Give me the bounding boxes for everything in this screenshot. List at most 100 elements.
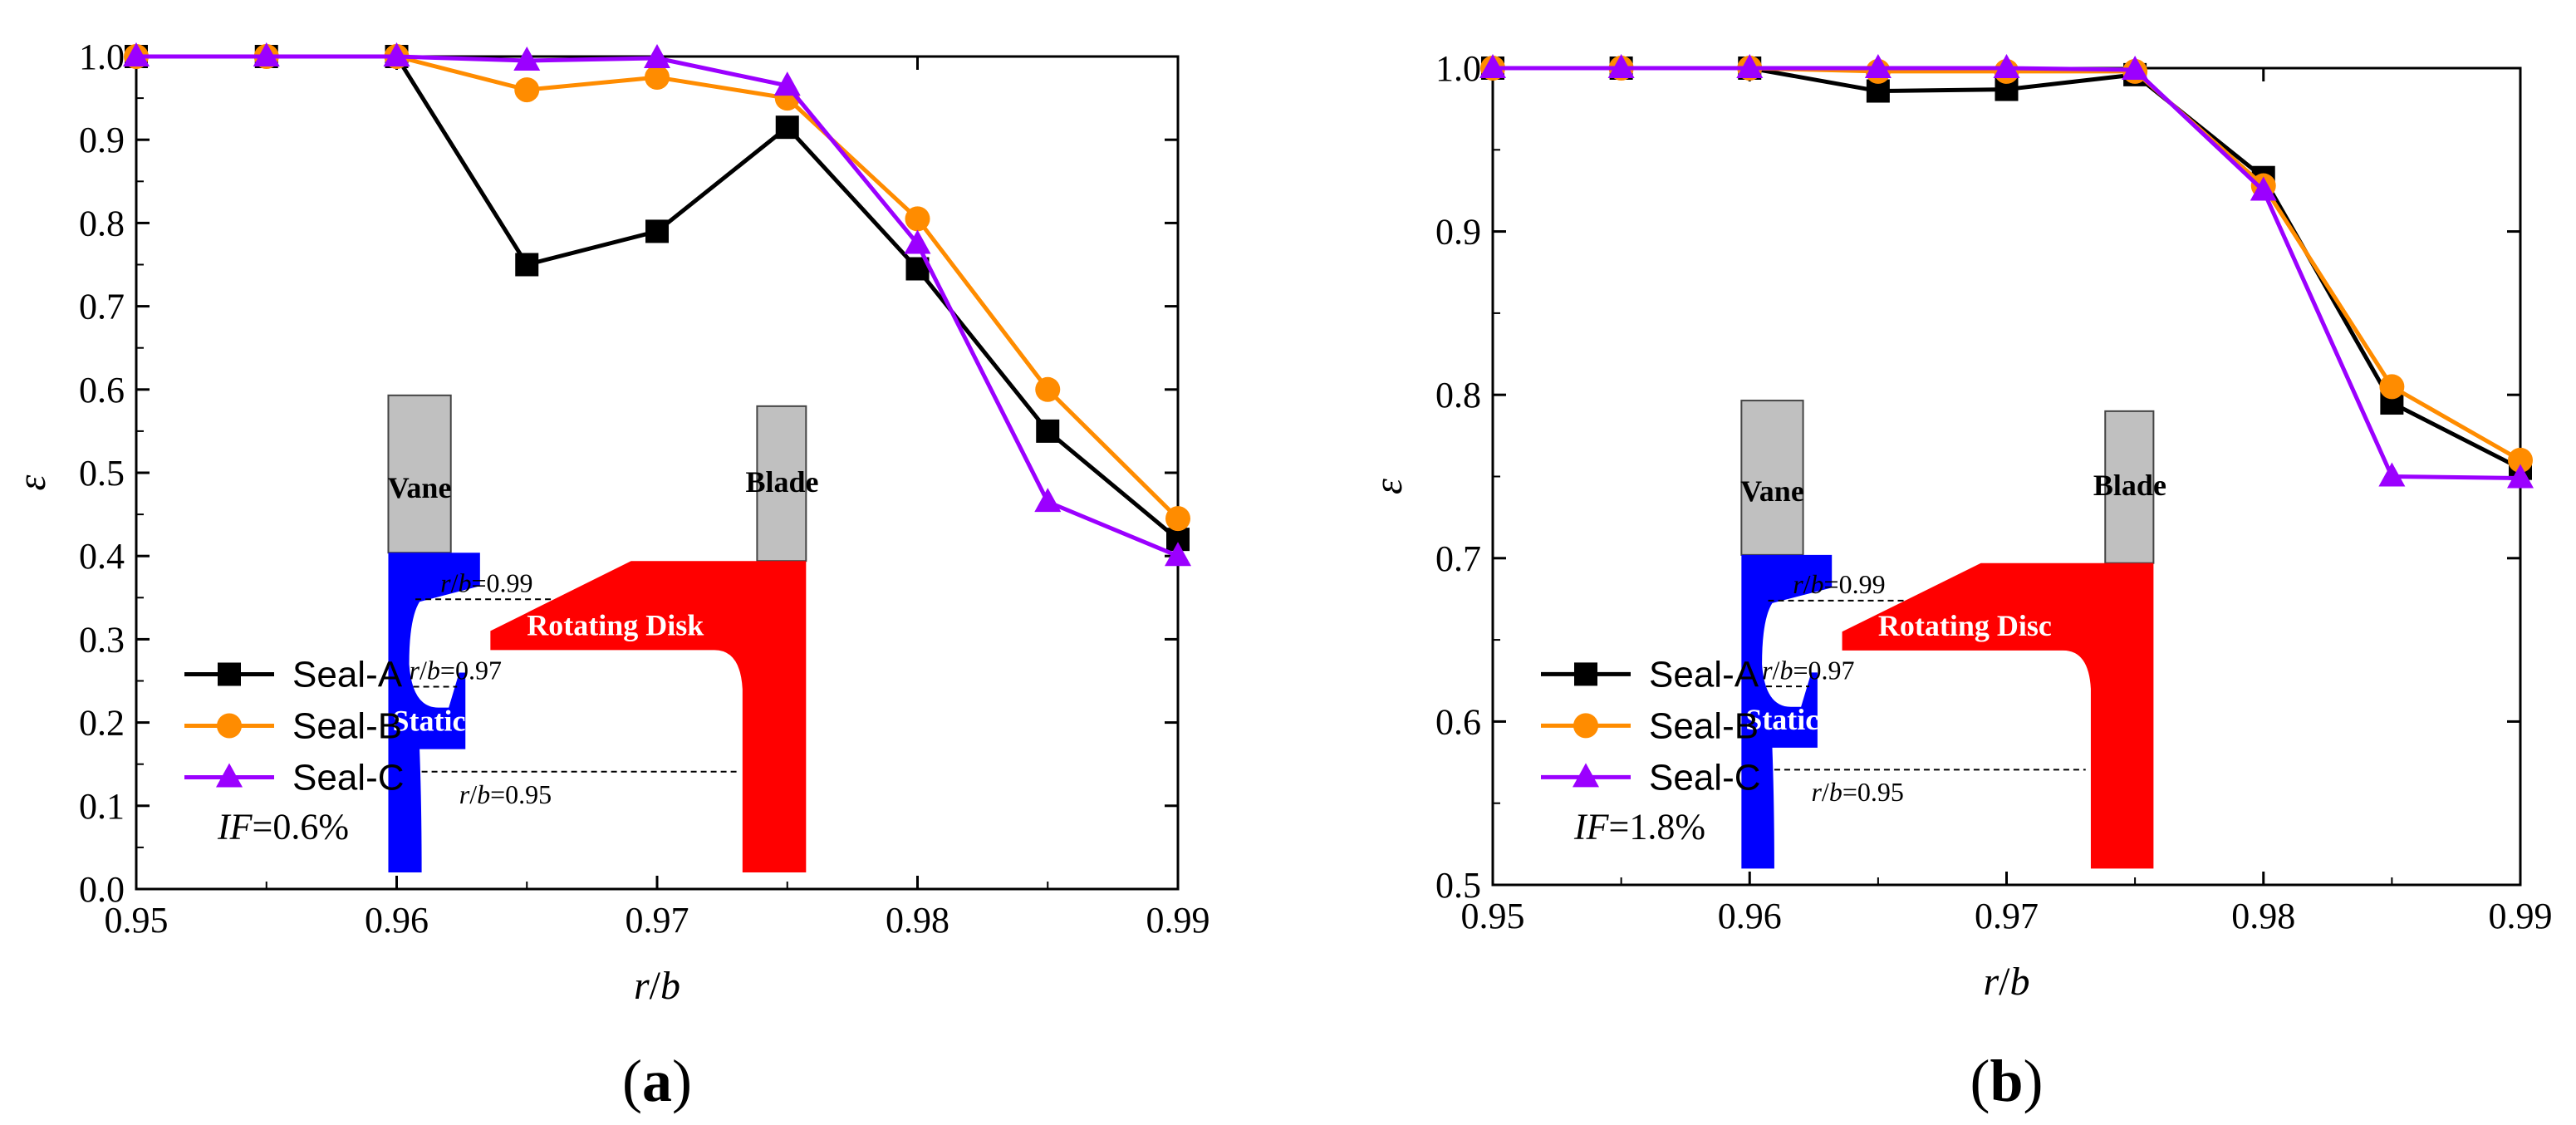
series-line-Seal-C (136, 54, 1179, 558)
data-point-Seal-C (253, 42, 280, 66)
series-Seal-C (1479, 54, 2534, 489)
series-line-Seal-B (1493, 66, 2522, 463)
panel-caption: (b) (1970, 1048, 2043, 1114)
legend-marker (1574, 662, 1597, 686)
static-disk-shape (388, 553, 480, 872)
y-axis-label: ε (1367, 479, 1411, 494)
x-tick-label: 0.95 (105, 900, 169, 941)
legend-entry-Seal-B: Seal-B (1541, 705, 1759, 746)
rotating-disk-shape (490, 561, 807, 872)
vane-label: Vane (1740, 474, 1804, 508)
data-point-Seal-C (1607, 54, 1635, 78)
x-tick-label: 0.96 (1718, 896, 1782, 936)
vane-label: Vane (388, 471, 452, 504)
data-point-Seal-C (644, 44, 670, 69)
series-line-Seal-A (136, 54, 1180, 542)
data-point-Seal-C (1034, 488, 1062, 513)
chart-panel-a: Vane Blade Static Disk Rotating Disk r/b=0.9… (10, 37, 1210, 1114)
data-point-Seal-C (383, 42, 410, 66)
series-line-Seal-C (1493, 66, 2521, 480)
y-axis-label: ε (10, 474, 54, 490)
ref-line-label-2: r/b=0.95 (1811, 777, 1903, 807)
y-tick-label: 0.7 (79, 287, 125, 327)
data-point-Seal-B (1165, 506, 1190, 532)
data-point-Seal-B (2379, 374, 2405, 400)
vane-block (387, 394, 452, 554)
data-point-Seal-C (1864, 54, 1892, 78)
x-tick-label: 0.98 (886, 900, 949, 941)
data-point-Seal-B (645, 65, 670, 91)
data-point-Seal-C (2507, 464, 2534, 489)
y-tick-label: 0.5 (1435, 865, 1481, 906)
x-axis-label: r/b (634, 964, 680, 1008)
x-tick-label: 0.99 (2489, 896, 2553, 936)
y-tick-label: 0.3 (79, 619, 125, 660)
data-point-Seal-C (1736, 54, 1764, 78)
static-disk-shape (1741, 554, 1833, 869)
data-point-Seal-C (1165, 542, 1191, 567)
plot-frame (1491, 66, 2522, 887)
series-Seal-B (1480, 56, 2533, 473)
data-point-Seal-C (123, 42, 150, 66)
data-point-Seal-A (645, 219, 669, 243)
legend-entry-Seal-B: Seal-B (184, 705, 402, 746)
data-point-Seal-C (2378, 462, 2406, 487)
series-line-Seal-A (1493, 66, 2522, 470)
y-tick-label: 1.0 (79, 37, 125, 77)
static-disk-label: Static Disk (392, 705, 531, 738)
if-annotation: IF=1.8% (1573, 806, 1705, 847)
data-point-Seal-B (1035, 376, 1061, 402)
y-tick-label: 0.1 (79, 786, 125, 827)
blade-block (756, 405, 807, 562)
legend-entry-Seal-A: Seal-A (1541, 654, 1759, 695)
legend-entry-Seal-C: Seal-C (1541, 757, 1761, 798)
data-point-Seal-C (513, 47, 541, 71)
legend-label: Seal-C (292, 757, 405, 798)
y-tick-label: 0.6 (79, 370, 125, 410)
data-point-Seal-B (905, 206, 930, 232)
series-Seal-B (124, 44, 1190, 532)
y-tick-label: 0.5 (79, 453, 125, 494)
seal-inset-a: Vane Blade Static Disk Rotating Disk r/b=0.9… (387, 394, 819, 872)
x-tick-label: 0.97 (1975, 896, 2039, 936)
x-axis-label: r/b (1983, 960, 2029, 1004)
series-Seal-C (123, 42, 1191, 567)
data-point-Seal-C (1993, 54, 2020, 78)
legend-label: Seal-B (292, 705, 402, 746)
legend-label: Seal-B (1649, 705, 1759, 746)
ref-line-label-2: r/b=0.95 (459, 779, 552, 809)
ref-line-label-1: r/b=0.97 (410, 655, 502, 685)
seal-inset-b: Vane Blade Static Disc Rotating Disc r/b=0.9… (1740, 400, 2166, 869)
x-tick-label: 0.95 (1461, 896, 1525, 936)
y-tick-label: 0.6 (1435, 701, 1481, 742)
data-point-Seal-C (2250, 176, 2277, 201)
blade-block (2104, 410, 2155, 564)
y-tick-label: 0.2 (79, 703, 125, 744)
panel-caption: (a) (622, 1048, 692, 1114)
y-tick-label: 0.9 (1435, 212, 1481, 253)
legend-entry-Seal-A: Seal-A (184, 654, 403, 695)
legend-label: Seal-C (1649, 757, 1761, 798)
data-point-Seal-B (514, 77, 540, 103)
legend-label: Seal-A (292, 654, 403, 695)
y-tick-label: 0.7 (1435, 538, 1481, 579)
legend-marker (218, 662, 241, 686)
data-point-Seal-C (2122, 55, 2149, 80)
ref-line-label-0: r/b=0.99 (1793, 569, 1885, 599)
blade-label: Blade (745, 465, 818, 499)
ref-line-label-0: r/b=0.99 (440, 567, 532, 597)
x-tick-label: 0.99 (1146, 900, 1210, 941)
data-point-Seal-C (904, 229, 931, 254)
legend-label: Seal-A (1649, 654, 1759, 695)
data-point-Seal-B (2508, 447, 2533, 473)
data-point-Seal-C (773, 71, 801, 96)
data-point-Seal-A (1036, 419, 1060, 443)
x-tick-label: 0.97 (626, 900, 689, 941)
legend-marker (1573, 713, 1598, 739)
legend-marker (1573, 763, 1599, 788)
y-tick-label: 0.4 (79, 536, 125, 577)
rotating-disk-label: Rotating Disc (1878, 609, 2052, 642)
vane-block (1740, 400, 1804, 556)
